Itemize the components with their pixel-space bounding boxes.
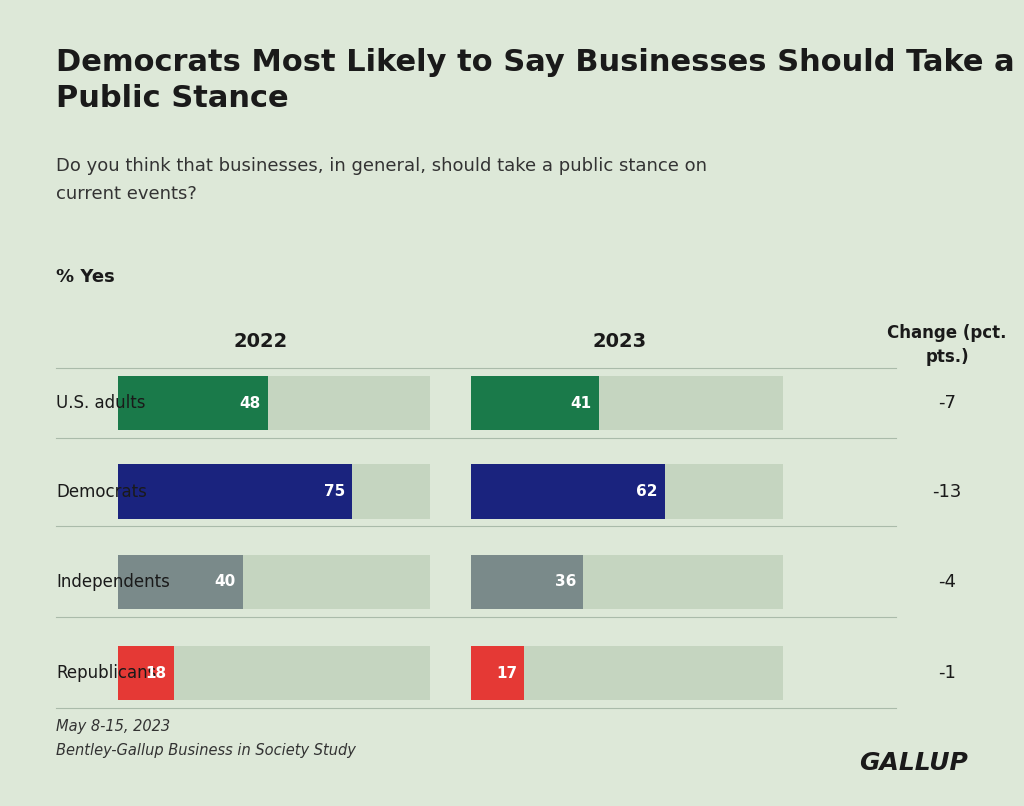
FancyBboxPatch shape xyxy=(118,646,174,700)
Text: 40: 40 xyxy=(214,575,236,589)
Text: Democrats Most Likely to Say Businesses Should Take a
Public Stance: Democrats Most Likely to Say Businesses … xyxy=(56,48,1015,114)
Text: 48: 48 xyxy=(240,396,260,410)
Text: 18: 18 xyxy=(145,666,167,680)
FancyBboxPatch shape xyxy=(471,555,584,609)
Text: -7: -7 xyxy=(938,394,956,412)
Text: 36: 36 xyxy=(555,575,577,589)
Text: % Yes: % Yes xyxy=(56,268,115,285)
FancyBboxPatch shape xyxy=(471,555,783,609)
FancyBboxPatch shape xyxy=(471,376,599,430)
Text: U.S. adults: U.S. adults xyxy=(56,394,145,412)
FancyBboxPatch shape xyxy=(118,646,430,700)
Text: -1: -1 xyxy=(938,664,956,682)
Text: GALLUP: GALLUP xyxy=(859,751,968,775)
Text: Change (pct.
pts.): Change (pct. pts.) xyxy=(888,324,1007,366)
Text: -4: -4 xyxy=(938,573,956,591)
Text: Do you think that businesses, in general, should take a public stance on
current: Do you think that businesses, in general… xyxy=(56,157,708,203)
Text: 2022: 2022 xyxy=(234,332,288,351)
Text: 75: 75 xyxy=(324,484,345,499)
FancyBboxPatch shape xyxy=(118,376,430,430)
FancyBboxPatch shape xyxy=(471,464,783,519)
FancyBboxPatch shape xyxy=(471,376,783,430)
Text: Independents: Independents xyxy=(56,573,170,591)
FancyBboxPatch shape xyxy=(118,376,267,430)
FancyBboxPatch shape xyxy=(118,464,430,519)
FancyBboxPatch shape xyxy=(471,646,783,700)
FancyBboxPatch shape xyxy=(118,464,352,519)
Text: 17: 17 xyxy=(496,666,517,680)
Text: Democrats: Democrats xyxy=(56,483,147,501)
Text: Bentley-Gallup Business in Society Study: Bentley-Gallup Business in Society Study xyxy=(56,743,356,758)
Text: 41: 41 xyxy=(570,396,592,410)
Text: 62: 62 xyxy=(636,484,657,499)
FancyBboxPatch shape xyxy=(471,646,524,700)
Text: 2023: 2023 xyxy=(593,332,646,351)
Text: -13: -13 xyxy=(933,483,962,501)
FancyBboxPatch shape xyxy=(471,464,665,519)
Text: May 8-15, 2023: May 8-15, 2023 xyxy=(56,719,170,734)
FancyBboxPatch shape xyxy=(118,555,243,609)
FancyBboxPatch shape xyxy=(118,555,430,609)
Text: Republicans: Republicans xyxy=(56,664,157,682)
